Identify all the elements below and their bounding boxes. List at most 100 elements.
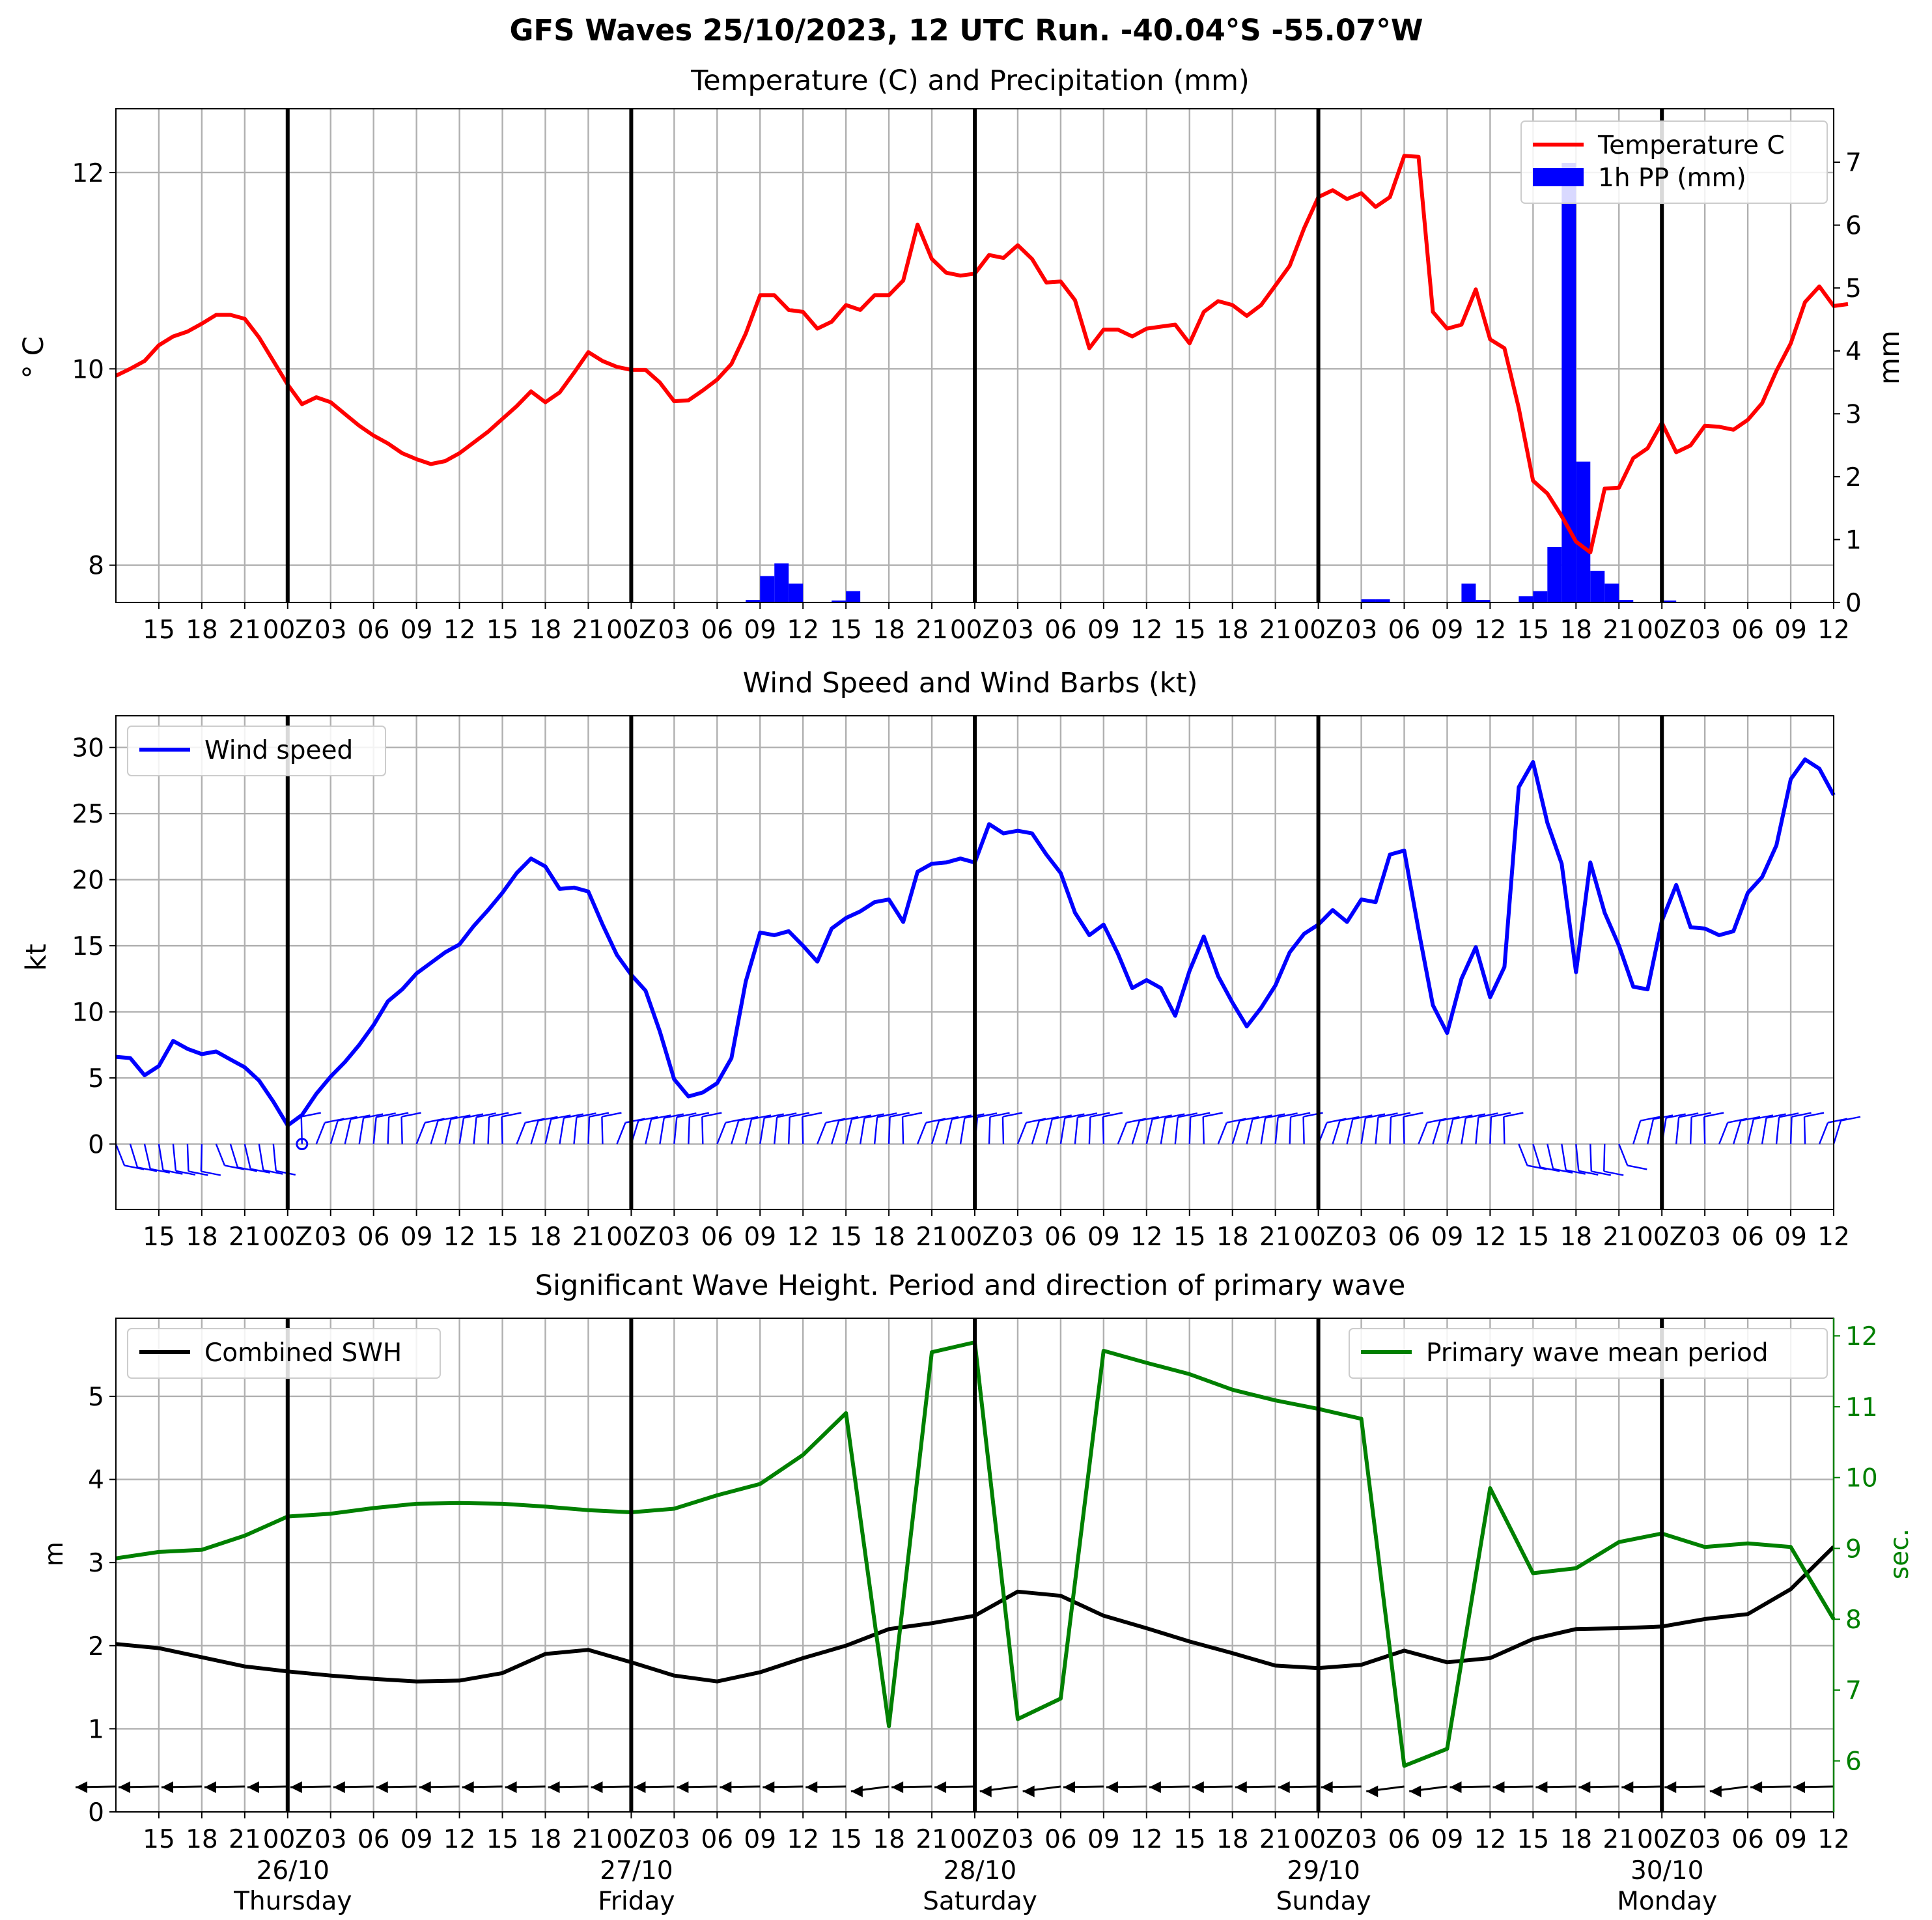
wind-barb-staff (559, 1118, 565, 1144)
wind-barb-flag (1352, 1114, 1373, 1120)
wind-barb-flag (401, 1112, 421, 1118)
x-tick-label: 00Z (606, 1825, 656, 1854)
x-tick-label: 18 (873, 615, 905, 645)
x-tick-label: 15 (1517, 615, 1550, 645)
x-tick-label: 00Z (263, 1222, 313, 1252)
wind-barb-staff (616, 1122, 626, 1144)
y-right-tick-label: 5 (1845, 274, 1862, 304)
x-tick-label: 21 (1259, 1825, 1292, 1854)
wind-barb-staff (1632, 1120, 1642, 1144)
wind-barb-flag (938, 1116, 959, 1122)
x-tick-label: 12 (443, 1222, 476, 1252)
x-tick-label: 15 (1517, 1222, 1550, 1252)
x-tick-label: 15 (143, 1825, 175, 1854)
wind-barb-staff (1031, 1120, 1041, 1144)
y-tick-label: 0 (88, 1798, 104, 1828)
wind-barb-staff (1274, 1117, 1279, 1144)
precipitation-bar (1547, 547, 1562, 602)
wind-barb-staff (845, 1119, 853, 1144)
x-tick-label: 00Z (950, 615, 1000, 645)
wind-barb-staff (1746, 1119, 1755, 1144)
wind-barb-flag (1440, 1116, 1460, 1122)
wind-barb-staff (1718, 1122, 1729, 1144)
x-tick-label: 09 (1087, 1825, 1120, 1854)
wind-barb-flag (1678, 1112, 1699, 1118)
wind-barb-flag (1052, 1114, 1072, 1120)
wind-barb-flag (1265, 1113, 1285, 1119)
wind-barb-flag (664, 1113, 684, 1119)
wave-direction-head (1022, 1785, 1035, 1798)
x-tick-label: 21 (1603, 615, 1635, 645)
day-name-label: Saturday (923, 1887, 1037, 1916)
wave-direction-head (1535, 1781, 1548, 1794)
wind-barb-staff (387, 1116, 390, 1144)
wind-barb-flag (589, 1112, 609, 1118)
y-tick-label: 5 (88, 1064, 104, 1094)
x-tick-label: 00Z (606, 615, 656, 645)
x-tick-label: 15 (830, 615, 862, 645)
x-tick-label: 12 (1817, 1222, 1850, 1252)
wind-barb-staff (1260, 1118, 1267, 1144)
wind-barb-flag (1740, 1116, 1761, 1122)
wind-barb-staff (1532, 1144, 1541, 1168)
wave-panel-title: Significant Wave Height. Period and dire… (535, 1269, 1406, 1302)
wind-barb-flag (350, 1114, 371, 1120)
wave-direction-head (1621, 1781, 1634, 1794)
legend-label: 1h PP (mm) (1598, 163, 1746, 193)
wind-barb-staff (1803, 1116, 1806, 1144)
wave-direction-head (204, 1781, 216, 1794)
x-tick-label: 00Z (606, 1222, 656, 1252)
wind-barb-flag (1290, 1112, 1311, 1118)
y-right-tick-label: 0 (1845, 589, 1862, 618)
wind-barb-staff (115, 1144, 126, 1166)
wind-barb-staff (916, 1122, 927, 1144)
x-tick-label: 12 (1817, 615, 1850, 645)
precipitation-bar (1533, 591, 1548, 602)
wave-direction-head (1321, 1781, 1333, 1794)
wind-barb-flag (1278, 1112, 1298, 1118)
wind-barb-flag (638, 1116, 658, 1122)
x-tick-label: 03 (315, 1825, 347, 1854)
wave-direction-head (333, 1781, 345, 1794)
wind-barb-staff (172, 1144, 177, 1171)
wind-barb-flag (563, 1113, 584, 1119)
wind-barb-flag (1578, 1170, 1599, 1176)
wind-barb-flag (990, 1112, 1010, 1118)
wind-barb-staff (129, 1144, 139, 1168)
wind-barb-flag (1152, 1114, 1172, 1120)
wind-barb-flag (1177, 1112, 1197, 1118)
wind-barb-flag (702, 1112, 722, 1118)
wind-barb-flag (538, 1116, 558, 1122)
wind-barb-flag (1603, 1170, 1624, 1176)
x-tick-label: 15 (143, 1222, 175, 1252)
wind-barb-staff (1432, 1120, 1441, 1144)
x-tick-label: 06 (1044, 1825, 1077, 1854)
wind-barb-flag (463, 1113, 484, 1119)
wind-barb-flag (1491, 1112, 1511, 1118)
x-tick-label: 18 (529, 1222, 562, 1252)
wind-barb-staff (1217, 1122, 1227, 1144)
wind-barb-flag (150, 1168, 170, 1174)
wind-barb-staff (444, 1119, 452, 1144)
wind-barb-staff (1145, 1119, 1153, 1144)
x-tick-label: 03 (1345, 1222, 1378, 1252)
wind-barb-flag (1465, 1113, 1486, 1119)
wind-barb-staff (1375, 1117, 1379, 1144)
x-tick-label: 06 (357, 615, 390, 645)
wind-barb-flag (501, 1112, 522, 1118)
x-tick-label: 18 (873, 1222, 905, 1252)
wind-barb-flag (175, 1170, 196, 1176)
wind-barb-flag (764, 1113, 784, 1119)
day-name-label: Monday (1617, 1887, 1717, 1916)
x-tick-label: 00Z (950, 1222, 1000, 1252)
y-right-tick-label: 6 (1845, 1747, 1862, 1777)
wind-barb-staff (544, 1119, 552, 1144)
wind-barb-flag (476, 1112, 496, 1118)
x-tick-label: 00Z (950, 1825, 1000, 1854)
wind-barb-flag (838, 1116, 859, 1122)
wind-barb-staff (959, 1118, 966, 1144)
x-tick-label: 06 (1044, 615, 1077, 645)
wind-barb-staff (1016, 1122, 1028, 1144)
wave-direction-head (934, 1781, 947, 1794)
x-tick-label: 03 (1345, 615, 1378, 645)
